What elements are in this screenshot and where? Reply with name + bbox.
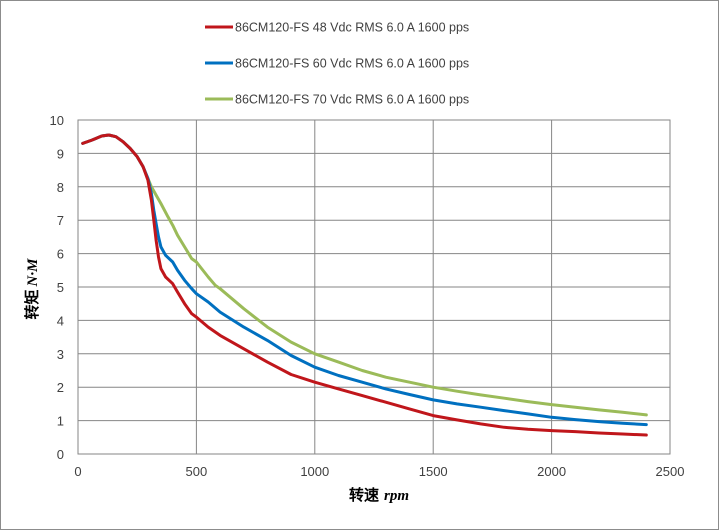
legend-label: 86CM120-FS 60 Vdc RMS 6.0 A 1600 pps <box>235 57 469 71</box>
y-tick-label: 0 <box>57 447 64 462</box>
x-axis-label: 转速 <box>349 486 379 504</box>
x-tick-label: 0 <box>74 464 81 479</box>
series-line <box>81 133 648 437</box>
y-tick-label: 7 <box>57 213 64 228</box>
x-tick-label: 500 <box>186 464 208 479</box>
y-tick-label: 5 <box>57 280 64 295</box>
y-tick-label: 3 <box>57 347 64 362</box>
series-line <box>81 133 648 417</box>
legend-label: 86CM120-FS 70 Vdc RMS 6.0 A 1600 pps <box>235 93 469 107</box>
x-tick-label: 1000 <box>300 464 329 479</box>
x-tick-label: 2500 <box>656 464 685 479</box>
gridlines <box>77 119 671 455</box>
y-axis-label: 转矩 <box>23 289 41 319</box>
y-tick-label: 8 <box>57 180 64 195</box>
y-tick-label: 2 <box>57 380 64 395</box>
legend: 86CM120-FS 48 Vdc RMS 6.0 A 1600 pps 86CM… <box>205 21 469 107</box>
y-axis-title: 转矩N·M <box>23 258 41 320</box>
y-tick-label: 10 <box>50 113 64 128</box>
y-tick-label: 4 <box>57 313 64 328</box>
legend-label: 86CM120-FS 48 Vdc RMS 6.0 A 1600 pps <box>235 21 469 35</box>
y-axis-unit: N·M <box>25 258 41 288</box>
x-axis-unit: rpm <box>384 488 409 504</box>
y-tick-label: 9 <box>57 146 64 161</box>
x-tick-label: 2000 <box>537 464 566 479</box>
series-lines <box>81 133 648 437</box>
plot-area-border <box>77 119 671 455</box>
tick-labels: 0 1 2 3 4 5 6 7 8 9 10 0 500 1000 1500 2000 2500 <box>50 113 685 479</box>
y-tick-label: 6 <box>57 247 64 262</box>
y-tick-label: 1 <box>57 414 64 429</box>
x-axis-title: 转速 rpm <box>349 486 409 504</box>
x-tick-label: 1500 <box>419 464 448 479</box>
